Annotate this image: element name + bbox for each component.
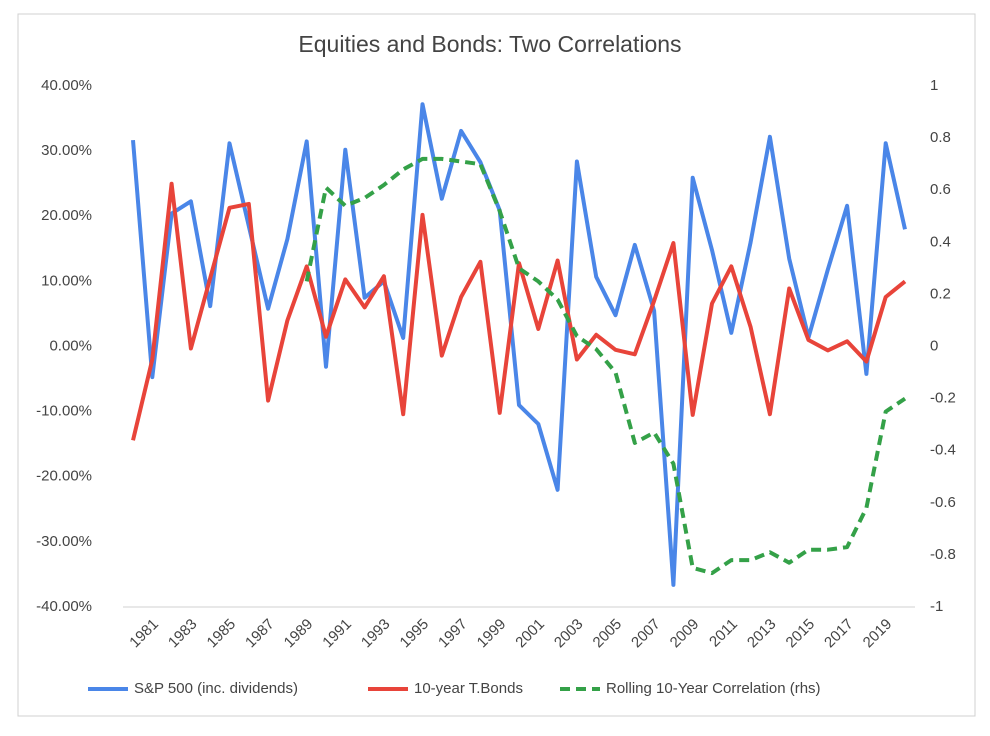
legend-label: S&P 500 (inc. dividends) <box>134 680 298 697</box>
y2-tick-label: -1 <box>930 598 943 615</box>
series-line <box>304 156 907 576</box>
y-tick-label: 40.00% <box>41 77 92 94</box>
y2-tick-label: -0.6 <box>930 494 956 511</box>
y-tick-label: -10.00% <box>36 403 92 420</box>
y2-tick-label: 1 <box>930 77 938 94</box>
y2-tick-label: 0.4 <box>930 233 951 250</box>
y-tick-label: 20.00% <box>41 207 92 224</box>
y2-tick-label: -0.4 <box>930 442 956 459</box>
y-tick-label: 0.00% <box>49 337 92 354</box>
y2-tick-label: -0.2 <box>930 390 956 407</box>
y2-tick-label: 0.2 <box>930 285 951 302</box>
chart-frame <box>17 13 976 717</box>
y-tick-label: 30.00% <box>41 142 92 159</box>
y-tick-label: -20.00% <box>36 468 92 485</box>
series-line <box>131 102 907 587</box>
legend-label: 10-year T.Bonds <box>414 680 523 697</box>
y2-tick-label: 0 <box>930 337 938 354</box>
y2-tick-label: -0.8 <box>930 546 956 563</box>
y-tick-label: -30.00% <box>36 533 92 550</box>
chart-title: Equities and Bonds: Two Correlations <box>298 31 681 57</box>
legend-label: Rolling 10-Year Correlation (rhs) <box>606 680 821 697</box>
y2-tick-label: 0.8 <box>930 129 951 146</box>
y-tick-label: -40.00% <box>36 598 92 615</box>
y-tick-label: 10.00% <box>41 272 92 289</box>
y2-tick-label: 0.6 <box>930 181 951 198</box>
